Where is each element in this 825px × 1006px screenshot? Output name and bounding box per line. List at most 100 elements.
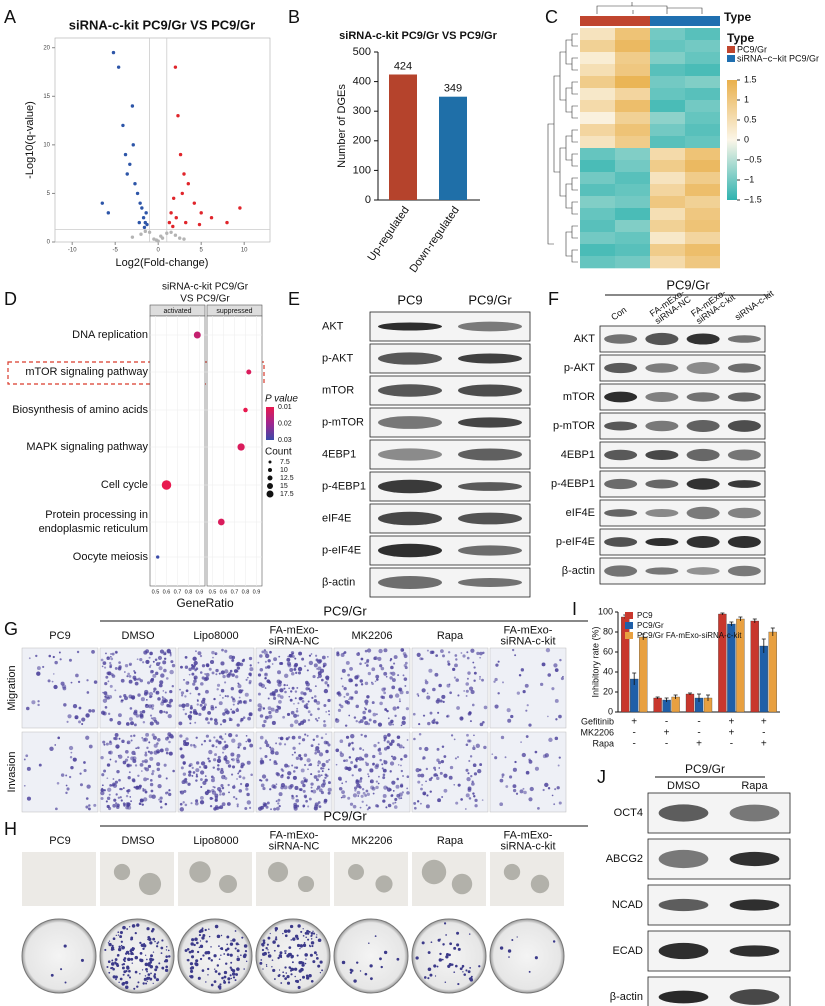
cell bbox=[273, 807, 277, 811]
band bbox=[686, 392, 720, 402]
band bbox=[604, 334, 638, 344]
cell bbox=[156, 742, 159, 745]
colony bbox=[442, 943, 445, 946]
cell bbox=[197, 651, 202, 656]
cell bbox=[512, 788, 517, 793]
colony bbox=[141, 969, 144, 971]
colorbar-label: −1.5 bbox=[744, 194, 762, 204]
column-label: siRNA-NC bbox=[269, 840, 320, 852]
cell bbox=[371, 667, 376, 672]
colony bbox=[455, 964, 458, 968]
dot bbox=[193, 331, 201, 339]
cell bbox=[141, 770, 143, 772]
cell bbox=[294, 785, 299, 790]
cell bbox=[101, 784, 104, 787]
cell bbox=[190, 802, 193, 805]
point bbox=[125, 172, 129, 176]
cell bbox=[149, 714, 153, 717]
band bbox=[658, 990, 709, 1004]
x-tick-label: 0.6 bbox=[220, 589, 228, 595]
cell bbox=[342, 794, 346, 799]
cell bbox=[338, 778, 342, 782]
dendrogram bbox=[565, 231, 572, 257]
colony bbox=[147, 962, 151, 965]
point bbox=[147, 230, 152, 234]
cell bbox=[103, 666, 107, 669]
cell bbox=[126, 763, 131, 768]
colony bbox=[383, 950, 388, 955]
cell bbox=[323, 704, 327, 708]
cell bbox=[100, 658, 104, 662]
column-label: FA-mExo- bbox=[504, 624, 553, 636]
row-label: β-actin bbox=[610, 991, 643, 1003]
colony bbox=[511, 938, 514, 941]
cell bbox=[105, 652, 107, 655]
cell bbox=[118, 737, 121, 740]
cell bbox=[294, 697, 297, 700]
cell bbox=[276, 679, 281, 684]
colony bbox=[121, 966, 125, 970]
cell bbox=[106, 671, 110, 675]
colony bbox=[237, 955, 239, 958]
colony bbox=[274, 937, 278, 941]
band bbox=[458, 482, 522, 491]
dendrogram bbox=[596, 2, 703, 14]
colony bbox=[453, 971, 456, 974]
colony bbox=[226, 935, 230, 939]
dendrogram bbox=[571, 225, 578, 239]
heatmap-cell bbox=[580, 232, 615, 245]
panel-letter: C bbox=[545, 7, 558, 27]
band bbox=[645, 363, 679, 373]
cell bbox=[110, 653, 112, 655]
cell bbox=[204, 775, 207, 777]
cell bbox=[172, 769, 175, 773]
colony bbox=[298, 969, 302, 973]
colony bbox=[461, 964, 465, 968]
cell bbox=[548, 737, 553, 743]
heatmap-cell bbox=[580, 196, 615, 209]
colony bbox=[290, 967, 295, 972]
cell bbox=[259, 654, 263, 658]
colony bbox=[63, 944, 67, 948]
colony bbox=[298, 960, 302, 965]
column-label: MK2206 bbox=[352, 835, 393, 847]
colony bbox=[284, 952, 287, 955]
cell bbox=[184, 780, 188, 784]
cell bbox=[271, 720, 276, 725]
cell bbox=[145, 703, 148, 706]
cell bbox=[468, 711, 471, 714]
heatmap-cell bbox=[685, 64, 720, 77]
colony bbox=[219, 985, 222, 988]
colony bbox=[160, 952, 163, 955]
colony bbox=[208, 928, 210, 930]
cell bbox=[111, 652, 115, 656]
cell bbox=[323, 664, 326, 668]
colony bbox=[427, 951, 431, 955]
cell bbox=[287, 736, 291, 739]
point bbox=[152, 237, 156, 241]
cell bbox=[179, 688, 181, 691]
cell bbox=[23, 758, 26, 761]
colony bbox=[108, 940, 111, 942]
cell bbox=[114, 760, 118, 763]
cell bbox=[28, 657, 31, 660]
colony bbox=[273, 949, 276, 952]
heatmap-cell bbox=[685, 112, 720, 125]
cell bbox=[273, 657, 278, 662]
colorbar-label: 0.5 bbox=[744, 114, 757, 124]
cell bbox=[401, 791, 404, 794]
cell bbox=[291, 753, 294, 756]
cell bbox=[382, 768, 387, 773]
heatmap-cell bbox=[650, 100, 685, 113]
heatmap-cell bbox=[685, 136, 720, 149]
cell bbox=[311, 696, 314, 699]
colony bbox=[286, 975, 290, 979]
cell bbox=[213, 697, 216, 701]
cell bbox=[325, 749, 329, 754]
cell bbox=[372, 754, 376, 759]
colony bbox=[219, 947, 222, 950]
cell bbox=[383, 739, 386, 742]
point bbox=[171, 224, 175, 229]
cell bbox=[179, 802, 183, 806]
